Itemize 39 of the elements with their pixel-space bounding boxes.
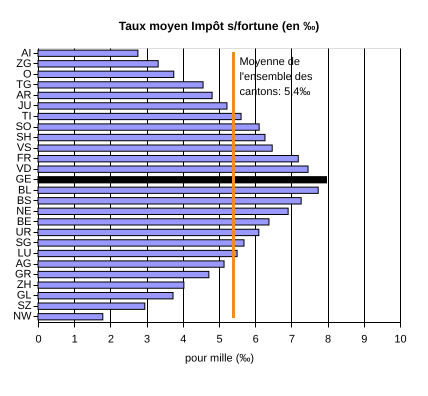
y-tick-label: JU (18, 100, 32, 112)
y-tick-label: FR (16, 152, 32, 165)
x-tick-label: 3 (144, 334, 150, 346)
x-tick-label: 4 (180, 334, 186, 346)
y-tick-label: O (22, 68, 32, 80)
y-tick-label: ZG (16, 58, 32, 70)
y-tick-label: VS (16, 142, 32, 154)
y-tick-label: TG (16, 78, 32, 91)
y-tick-label: TI (22, 110, 32, 122)
y-tick-label: LU (17, 248, 32, 260)
y-tick-label: AG (16, 258, 32, 270)
y-tick-label: SZ (17, 300, 32, 312)
x-tick-label: 6 (252, 334, 259, 346)
y-tick-label: BE (16, 216, 32, 228)
y-tick-label: GE (16, 174, 32, 186)
y-tick-label: NE (16, 205, 32, 218)
y-tick-label: GR (15, 268, 32, 281)
x-tick-label: 10 (394, 334, 407, 346)
y-tick-label: SG (16, 236, 32, 249)
y-tick-label: BS (16, 194, 32, 207)
x-tick-label: 0 (35, 334, 42, 346)
y-tick-label: UR (16, 226, 32, 238)
y-tick-label: VD (16, 163, 32, 176)
y-tick-label: SH (16, 132, 32, 144)
x-axis-title: pour mille (‰) (184, 352, 254, 364)
y-tick-label: GL (16, 290, 32, 302)
x-tick-label: 7 (288, 334, 295, 346)
x-tick-label: 5 (216, 334, 223, 346)
x-tick-label: 1 (72, 334, 78, 346)
y-tick-label: AR (16, 89, 32, 102)
x-tick-label: 9 (361, 334, 368, 346)
y-tick-label: ZH (16, 279, 32, 292)
y-tick-label: BL (18, 184, 32, 196)
chart-title: Taux moyen Impôt s/fortune (en ‰) (118, 18, 320, 33)
y-tick-label: SO (16, 121, 32, 134)
y-tick-label: NW (13, 310, 32, 323)
x-tick-label: 8 (325, 334, 332, 346)
y-tick-label: AI (21, 47, 32, 60)
x-tick-label: 2 (108, 334, 114, 346)
